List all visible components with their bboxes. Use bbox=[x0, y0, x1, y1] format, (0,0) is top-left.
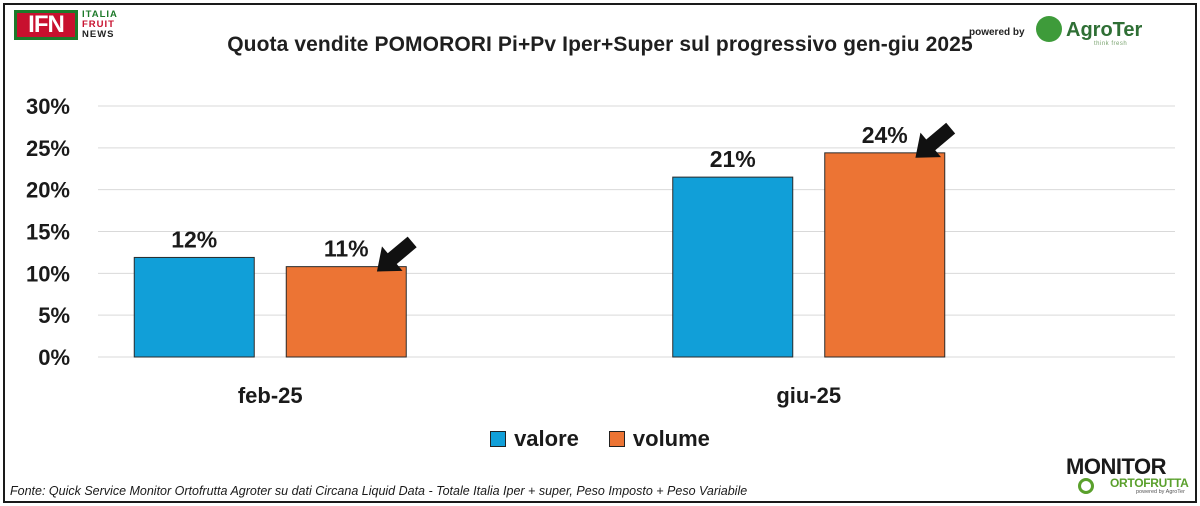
y-tick-label: 15% bbox=[26, 220, 70, 245]
arrow-annotation-icon bbox=[376, 236, 417, 272]
y-tick-label: 10% bbox=[26, 261, 70, 286]
y-tick-label: 0% bbox=[38, 345, 70, 370]
ifn-wordmark: ITALIA FRUIT NEWS bbox=[82, 10, 118, 40]
monitor-line2: ORTOFRUTTA bbox=[1110, 476, 1189, 490]
legend: valore volume bbox=[0, 426, 1200, 452]
x-tick-label: feb-25 bbox=[238, 383, 303, 408]
legend-label-volume: volume bbox=[632, 426, 710, 451]
chart-title: Quota vendite POMORORI Pi+Pv Iper+Super … bbox=[227, 33, 973, 56]
legend-swatch-volume bbox=[608, 431, 625, 447]
source-note: Fonte: Quick Service Monitor Ortofrutta … bbox=[10, 484, 748, 498]
legend-swatch-valore bbox=[490, 431, 507, 447]
monitor-line3: powered by AgroTer bbox=[1136, 489, 1185, 495]
y-tick-label: 30% bbox=[26, 94, 70, 119]
chart-frame bbox=[3, 3, 1197, 503]
ifn-line-fruit: FRUIT bbox=[82, 19, 115, 30]
bar-volume bbox=[824, 152, 946, 358]
data-label: 21% bbox=[710, 146, 756, 172]
data-label: 12% bbox=[171, 226, 217, 252]
y-tick-label: 20% bbox=[26, 178, 70, 203]
ifn-logo: IFN ITALIA FRUIT NEWS bbox=[14, 8, 129, 42]
ifn-mark: IFN bbox=[14, 10, 78, 40]
powered-by-label: powered by bbox=[969, 27, 1025, 38]
data-label: 11% bbox=[324, 236, 369, 262]
arrow-shape bbox=[915, 122, 956, 158]
ifn-line-italia: ITALIA bbox=[82, 9, 118, 20]
agroter-tagline: think fresh bbox=[1094, 41, 1128, 47]
x-tick-label: giu-25 bbox=[776, 383, 841, 408]
ifn-line-news: NEWS bbox=[82, 29, 115, 40]
bar-valore bbox=[133, 256, 255, 358]
arrow-shape bbox=[376, 236, 417, 272]
bar-valore bbox=[672, 176, 794, 358]
bar-volume bbox=[285, 266, 407, 358]
agroter-name: AgroTer bbox=[1066, 19, 1143, 41]
legend-item-volume: volume bbox=[608, 426, 710, 452]
data-label: 24% bbox=[862, 122, 908, 148]
agroter-logo: AgroTer think fresh bbox=[1036, 14, 1146, 48]
y-tick-label: 5% bbox=[38, 303, 70, 328]
legend-label-valore: valore bbox=[514, 426, 579, 451]
monitor-line1: MONITOR bbox=[1066, 454, 1166, 479]
monitor-ortofrutta-logo: MONITOR ORTOFRUTTA powered by AgroTer bbox=[1066, 454, 1189, 498]
legend-item-valore: valore bbox=[490, 426, 579, 452]
arrow-annotation-icon bbox=[915, 122, 956, 158]
y-tick-label: 25% bbox=[26, 136, 70, 161]
tree-icon bbox=[1036, 16, 1062, 42]
magnifier-icon bbox=[1078, 478, 1094, 494]
